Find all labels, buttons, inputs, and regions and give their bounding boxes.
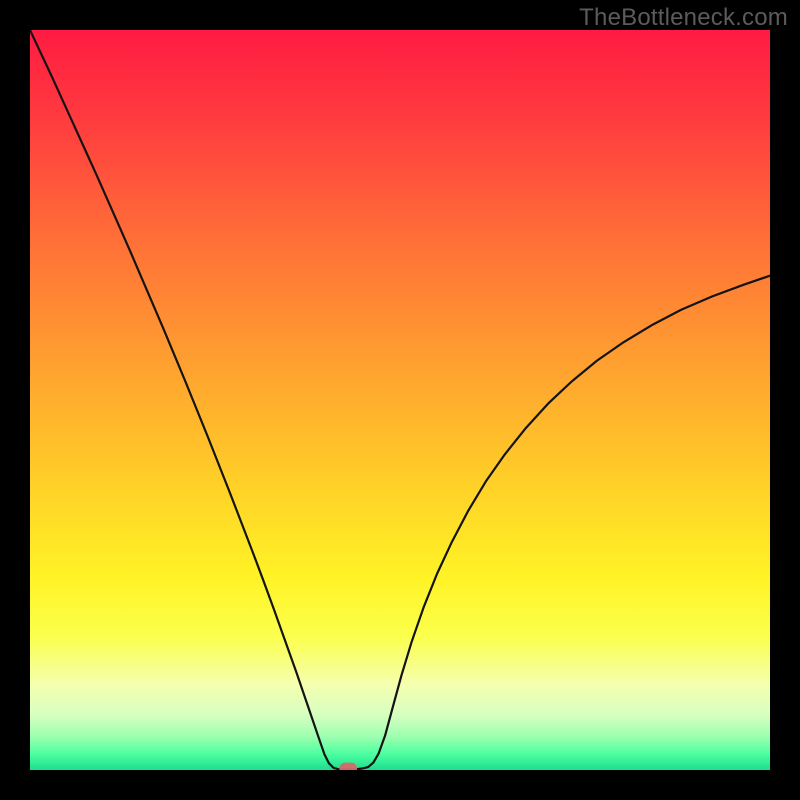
chart-canvas: TheBottleneck.com bbox=[0, 0, 800, 800]
watermark-text: TheBottleneck.com bbox=[579, 4, 788, 32]
gradient-background bbox=[30, 30, 770, 770]
plot-area bbox=[30, 30, 770, 770]
optimum-marker bbox=[339, 763, 357, 770]
chart-svg bbox=[30, 30, 770, 770]
